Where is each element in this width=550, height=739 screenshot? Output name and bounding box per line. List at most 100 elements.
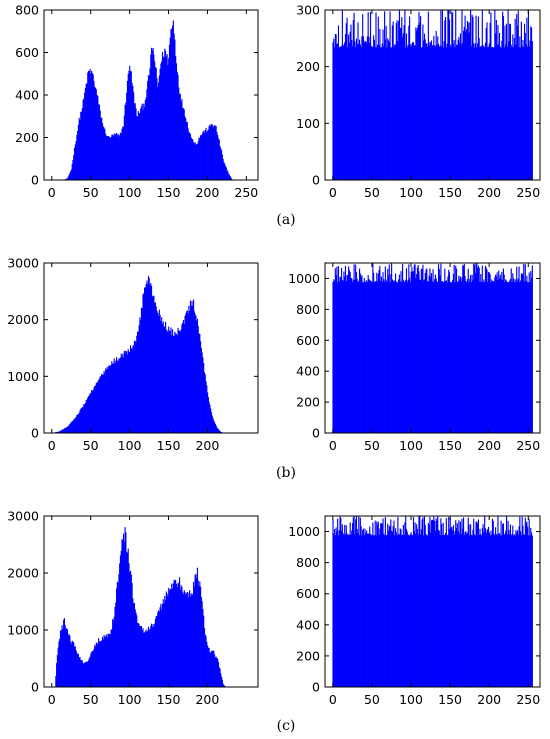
histogram-bin xyxy=(527,10,530,180)
histogram-bin xyxy=(68,174,70,180)
histogram-bin xyxy=(488,526,490,687)
histogram-bin xyxy=(523,534,525,687)
histogram-bin xyxy=(210,650,213,687)
histogram-bin xyxy=(231,178,233,180)
y-tick-label: 800 xyxy=(296,555,320,570)
histogram-bin xyxy=(139,317,141,433)
histogram-bin xyxy=(432,519,434,687)
histogram-bin xyxy=(419,279,422,433)
histogram-bin xyxy=(406,531,408,687)
y-tick-label: 200 xyxy=(296,395,320,410)
histogram-bin xyxy=(105,636,107,687)
histogram-bin xyxy=(137,622,139,687)
histogram-bin xyxy=(94,86,96,180)
histogram-bin xyxy=(101,117,103,180)
histogram-bin xyxy=(74,144,76,180)
histogram-bin xyxy=(359,517,361,687)
histogram-bin xyxy=(462,528,464,687)
histogram-bin xyxy=(427,522,429,687)
y-tick-label: 600 xyxy=(296,333,320,348)
x-tick-label: 150 xyxy=(438,692,462,707)
histogram-bin xyxy=(106,136,108,180)
histogram-bin xyxy=(162,599,164,687)
histogram-bin xyxy=(348,534,350,687)
histogram-bin xyxy=(411,535,413,687)
histogram-bin xyxy=(153,295,155,433)
histogram-bin xyxy=(216,657,218,687)
histogram-bin xyxy=(404,522,406,687)
histogram-bin xyxy=(181,586,183,687)
y-tick-label: 400 xyxy=(296,364,320,379)
histogram-bin xyxy=(161,317,163,433)
histogram-bin xyxy=(439,535,441,687)
histogram-bin xyxy=(445,281,447,433)
histogram-bin xyxy=(495,274,497,433)
histogram-bin xyxy=(76,415,78,433)
histogram-bin xyxy=(201,134,203,180)
histogram-bin xyxy=(472,16,474,181)
histogram-bin xyxy=(499,46,501,181)
histogram-bin xyxy=(463,26,465,180)
histogram-bin xyxy=(191,595,193,687)
histogram-bin xyxy=(169,330,171,433)
histogram-bin xyxy=(194,313,196,433)
histogram-bin xyxy=(453,534,455,687)
histogram-bin xyxy=(502,268,504,433)
histogram-bin xyxy=(134,103,136,180)
histogram-bin xyxy=(410,46,412,180)
histogram-bin xyxy=(513,282,515,433)
histogram-bin xyxy=(124,350,126,433)
histogram-bin xyxy=(487,281,489,433)
histogram-bin xyxy=(218,139,220,180)
histogram-bin xyxy=(476,47,478,180)
histogram-bin xyxy=(509,24,512,181)
histogram-bin xyxy=(381,43,383,181)
histogram-bin xyxy=(206,131,208,180)
histogram-bin xyxy=(373,272,375,433)
histogram-bin xyxy=(430,273,433,433)
histogram-bin xyxy=(191,301,193,433)
histogram-bin xyxy=(356,529,358,687)
histogram-bin xyxy=(398,20,400,180)
histogram-bin xyxy=(411,267,413,433)
histogram-bin xyxy=(531,535,533,687)
histogram-bin xyxy=(70,644,72,687)
histogram-bin xyxy=(95,642,97,687)
histogram-bin xyxy=(507,10,509,180)
histogram-bin xyxy=(506,46,508,180)
histogram-bin xyxy=(71,640,73,687)
histogram-bin xyxy=(154,623,156,687)
histogram-bin xyxy=(129,352,131,433)
histogram-bin xyxy=(510,44,512,180)
histogram-bin xyxy=(112,363,114,433)
histogram-bin xyxy=(141,630,143,687)
histogram-bin xyxy=(197,325,199,433)
histogram-bin xyxy=(368,533,370,687)
x-tick-label: 50 xyxy=(83,692,99,707)
histogram-bin xyxy=(147,630,149,687)
histogram-bin xyxy=(222,683,224,687)
histogram-bin xyxy=(450,46,452,180)
histogram-bin xyxy=(361,535,363,687)
histogram-bin xyxy=(422,264,424,433)
histogram-bin xyxy=(88,71,90,180)
histogram-bin xyxy=(186,121,188,180)
histogram-bin xyxy=(73,419,75,433)
histogram-bin xyxy=(132,598,134,687)
histogram-bin xyxy=(222,158,224,180)
y-tick-label: 600 xyxy=(15,45,39,60)
histogram-bin xyxy=(464,532,466,687)
histogram-bin xyxy=(119,132,121,180)
histogram-bin xyxy=(409,281,411,433)
histogram-bin xyxy=(337,282,339,433)
histogram-bin xyxy=(87,396,90,433)
histogram-bin xyxy=(445,47,447,180)
histogram-bin xyxy=(399,281,401,433)
histogram-bin xyxy=(115,357,118,433)
histogram-bin xyxy=(163,603,165,687)
histogram-bin xyxy=(448,10,450,180)
histogram-bin xyxy=(152,624,154,687)
histogram-bin xyxy=(228,174,230,180)
histogram-bin xyxy=(464,15,466,181)
histogram-bin xyxy=(484,46,486,180)
